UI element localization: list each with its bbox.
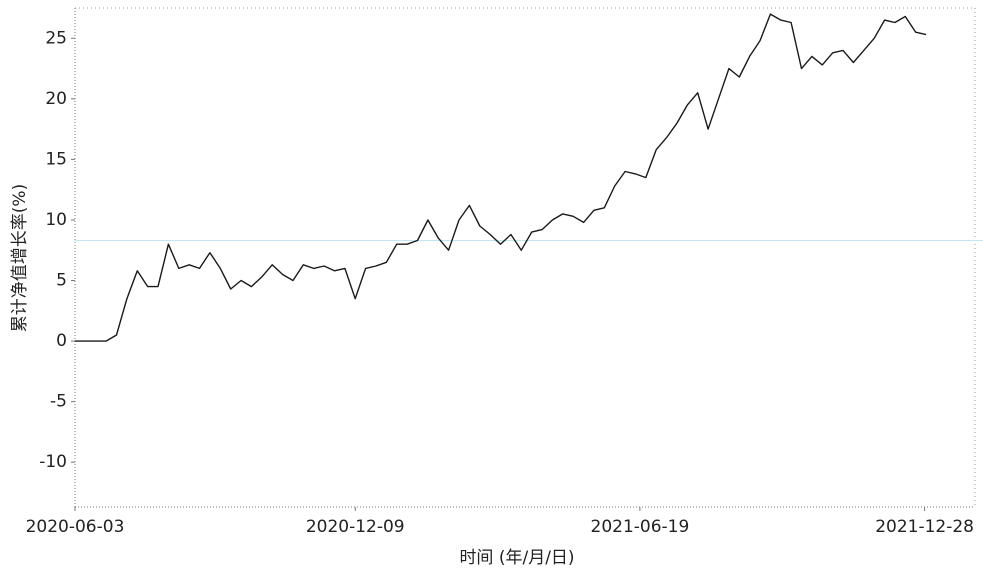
y-tick-label: -10	[39, 452, 67, 472]
y-axis-label: 累计净值增长率(%)	[10, 184, 30, 332]
x-tick-label: 2020-06-03	[26, 517, 125, 537]
x-tick-label: 2021-12-28	[875, 517, 974, 537]
y-tick-label: 25	[45, 28, 67, 48]
x-axis-label: 时间 (年/月/日)	[459, 548, 574, 568]
y-tick-label: 10	[45, 210, 67, 230]
x-tick-label: 2020-12-09	[306, 517, 405, 537]
x-tick-label: 2021-06-19	[591, 517, 690, 537]
y-tick-label: 5	[56, 271, 67, 291]
y-tick-label: 0	[56, 331, 67, 351]
y-tick-label: 15	[45, 149, 67, 169]
y-tick-label: -5	[50, 392, 67, 412]
data-line	[75, 13, 927, 342]
y-tick-label: 20	[45, 89, 67, 109]
